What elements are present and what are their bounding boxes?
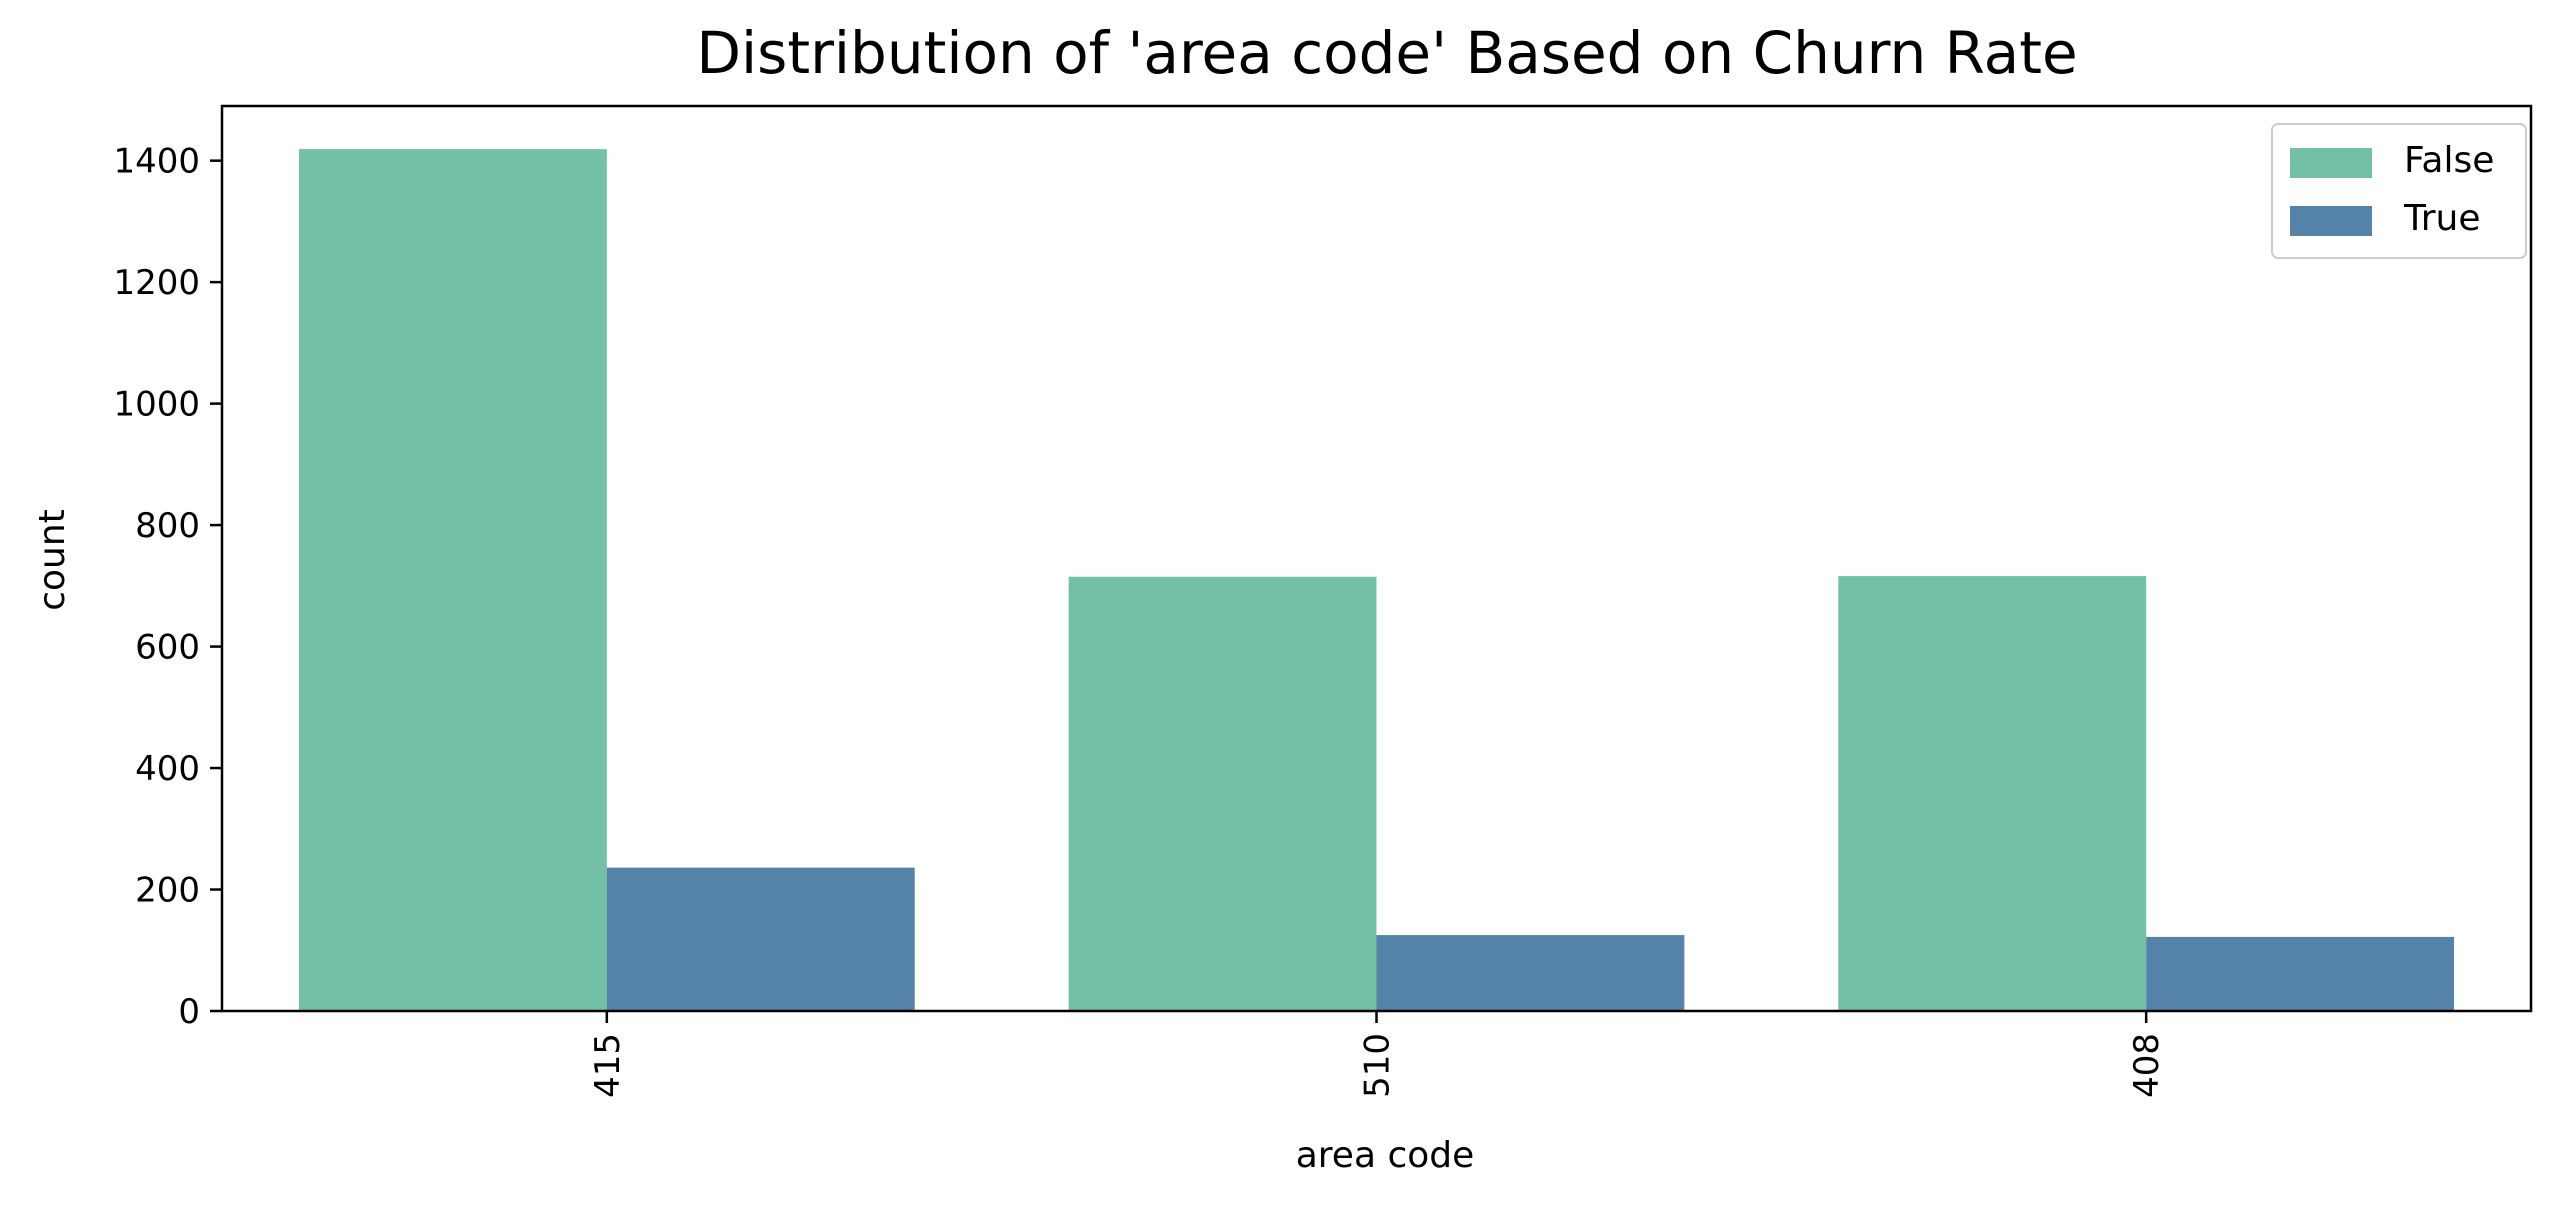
- y-tick-label-200: 200: [135, 871, 200, 911]
- y-tick-label-600: 600: [135, 628, 200, 668]
- legend-swatch-true: [2290, 206, 2372, 236]
- legend: False True: [2271, 123, 2527, 259]
- legend-label-false: False: [2404, 140, 2494, 181]
- bar-415-true: [606, 867, 915, 1011]
- y-tick-label-1000: 1000: [113, 385, 200, 425]
- x-tick-label-415: 415: [588, 1033, 628, 1098]
- bar-510-false: [1068, 576, 1377, 1011]
- bars-group: [298, 149, 2455, 1011]
- legend-label-true: True: [2403, 198, 2480, 239]
- x-tick-label-510: 510: [1358, 1033, 1398, 1098]
- x-axis: 415 510 408: [588, 1011, 2167, 1098]
- legend-swatch-false: [2290, 148, 2372, 178]
- y-tick-label-400: 400: [135, 749, 200, 789]
- chart-title: Distribution of 'area code' Based on Chu…: [696, 19, 2077, 87]
- y-axis: 0 200 400 600 800 1000 1200 1400: [113, 142, 222, 1032]
- bar-408-true: [2146, 936, 2455, 1011]
- y-tick-label-800: 800: [135, 506, 200, 546]
- x-axis-label: area code: [1296, 1135, 1475, 1176]
- y-tick-label-0: 0: [178, 992, 200, 1032]
- x-tick-label-408: 408: [2127, 1033, 2167, 1098]
- y-tick-label-1400: 1400: [113, 142, 200, 182]
- y-axis-label: count: [32, 509, 73, 611]
- bar-415-false: [298, 149, 607, 1011]
- bar-510-true: [1376, 935, 1685, 1011]
- y-tick-label-1200: 1200: [113, 263, 200, 303]
- bar-408-false: [1838, 576, 2147, 1011]
